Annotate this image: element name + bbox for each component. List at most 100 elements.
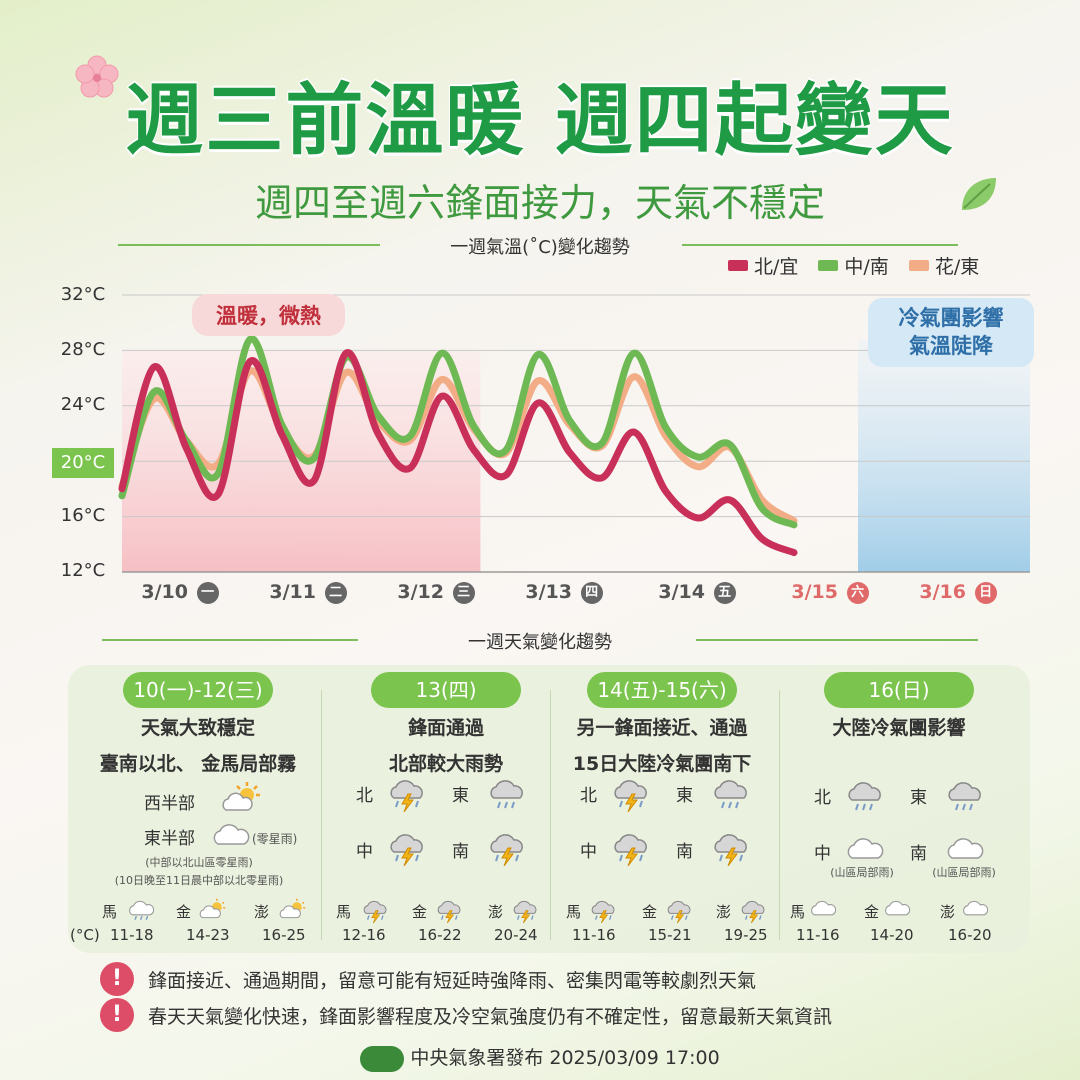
- region-label-east: 東半部: [144, 829, 195, 849]
- cloud-rain-icon: [129, 900, 155, 920]
- chart-section-rule-right: [682, 244, 958, 246]
- page-subtitle: 週四至週六鋒面接力，天氣不穩定: [254, 181, 825, 225]
- series-line-north: [118, 349, 798, 557]
- x-date: 3/10: [141, 581, 188, 603]
- x-tick-label: 3/12 三: [371, 581, 501, 604]
- island-name: 馬: [566, 903, 582, 921]
- island-name: 澎: [488, 903, 504, 921]
- region-label-north: 北: [814, 788, 831, 808]
- region-label-north: 北: [580, 786, 597, 806]
- legend-swatch-central: [818, 260, 839, 271]
- weather-section-rule-left: [102, 639, 358, 641]
- legend-item-central: 中/南: [818, 252, 889, 279]
- date-pill: 16(日): [824, 672, 974, 708]
- footer-text: 中央氣象署發布 2025/03/09 17:00: [410, 1047, 720, 1069]
- island-name: 金: [176, 903, 192, 921]
- x-tick-label: 3/11 二: [243, 581, 373, 604]
- y-tick-label: 24°C: [60, 394, 106, 415]
- x-weekday: 六: [846, 581, 869, 604]
- region-label-north: 北: [356, 786, 373, 806]
- thunder-cloud-icon: [667, 900, 691, 924]
- column-divider: [779, 690, 780, 940]
- thunder-cloud-icon: [390, 834, 423, 866]
- weather-section-title: 一週天氣變化趨勢: [468, 632, 612, 653]
- island-name: 金: [412, 903, 428, 921]
- legend-label-central: 中/南: [844, 256, 889, 278]
- y-tick-label: 32°C: [60, 284, 106, 305]
- series-line-central: [118, 335, 798, 529]
- region-label-east: 東: [676, 786, 693, 806]
- cloud-icon: [885, 900, 911, 916]
- cold-period-shade: [858, 340, 1030, 572]
- island-name: 馬: [102, 903, 118, 921]
- island-range: 15-21: [648, 926, 692, 944]
- region-label-central: 中: [814, 844, 831, 864]
- column-summary-line1: 天氣大致穩定: [140, 717, 255, 739]
- leaf-icon: [962, 178, 996, 210]
- region-label-east: 東: [910, 788, 927, 808]
- warning-icon: !: [100, 998, 134, 1032]
- chart-title: 一週氣溫(˚C)變化趨勢: [450, 237, 630, 258]
- x-weekday: 三: [452, 581, 475, 604]
- thunder-cloud-icon: [591, 900, 615, 924]
- x-date: 3/14: [658, 581, 705, 603]
- warning-icon: !: [100, 962, 134, 996]
- date-pill: 14(五)-15(六): [587, 672, 737, 708]
- island-range: 16-22: [418, 926, 462, 944]
- region-note: (山區局部雨): [932, 866, 996, 879]
- date-pill: 13(四): [371, 672, 521, 708]
- cwa-logo-icon: [360, 1045, 405, 1072]
- weather-column-mar10-12: 10(一)-12(三) 天氣大致穩定 臺南以北、 金馬局部霧: [84, 672, 312, 944]
- island-name: 金: [864, 903, 880, 921]
- island-range: 14-23: [186, 926, 230, 944]
- island-range: 16-20: [948, 926, 992, 944]
- region-label-central: 中: [580, 842, 597, 862]
- region-label-south: 南: [910, 844, 927, 864]
- x-tick-label-weekend: 3/15 六: [765, 581, 895, 604]
- x-weekday: 四: [580, 581, 603, 604]
- legend-label-north: 北/宜: [754, 256, 799, 278]
- chart-section-rule-left: [118, 244, 380, 246]
- cloud-icon: [963, 900, 989, 916]
- x-tick-label-weekend: 3/16 日: [893, 581, 1023, 604]
- x-date: 3/15: [791, 581, 838, 603]
- cloud-icon: [847, 838, 884, 859]
- legend-swatch-east: [908, 260, 929, 271]
- x-weekday: 日: [974, 581, 997, 604]
- x-date: 3/16: [919, 581, 966, 603]
- island-range: 11-18: [110, 926, 154, 944]
- cloud-icon: [213, 824, 250, 845]
- weather-column-mar13: 13(四) 鋒面通過 北部較大雨勢: [332, 672, 560, 944]
- y-tick-label-highlight: 20°C: [52, 448, 114, 478]
- y-tick-label: 16°C: [60, 505, 106, 526]
- sun-cloud-icon: [199, 898, 226, 919]
- x-tick-label: 3/10 一: [115, 581, 245, 604]
- column-summary-line1: 大陸冷氣團影響: [832, 717, 966, 739]
- page-title: 週三前溫暖 週四起變天: [124, 75, 955, 167]
- thunder-cloud-icon: [614, 780, 647, 812]
- weather-column-mar16: 16(日) 大陸冷氣團影響: [785, 672, 1013, 944]
- island-name: 馬: [336, 903, 352, 921]
- weather-section-rule-right: [696, 639, 978, 641]
- x-tick-label: 3/14 五: [632, 581, 762, 604]
- rain-cloud-icon: [714, 780, 747, 809]
- cold-annotation-line2: 氣溫陡降: [909, 334, 993, 359]
- column-summary-line1: 另一鋒面接近、通過: [576, 717, 748, 739]
- region-label-south: 南: [676, 842, 693, 862]
- legend-item-north: 北/宜: [728, 252, 798, 279]
- thunder-cloud-icon: [363, 900, 387, 924]
- cloud-icon: [811, 900, 837, 916]
- column-summary-line1: 鋒面通過: [407, 717, 484, 739]
- weather-column-mar14-15: 14(五)-15(六) 另一鋒面接近、通過 15日大陸冷氣團南下: [548, 672, 776, 944]
- island-name: 馬: [790, 903, 806, 921]
- island-range: 11-16: [796, 926, 840, 944]
- cold-annotation-line1: 冷氣團影響: [898, 306, 1004, 330]
- column-summary-line2: 臺南以北、 金馬局部霧: [99, 753, 297, 775]
- footer: 中央氣象署發布 2025/03/09 17:00: [0, 1043, 1080, 1072]
- island-name: 澎: [254, 903, 270, 921]
- x-weekday: 一: [196, 581, 219, 604]
- thunder-cloud-icon: [437, 900, 461, 924]
- cold-annotation: 冷氣團影響 氣溫陡降: [868, 298, 1034, 367]
- island-range: 12-16: [342, 926, 386, 944]
- unit-label: (°C): [70, 926, 100, 944]
